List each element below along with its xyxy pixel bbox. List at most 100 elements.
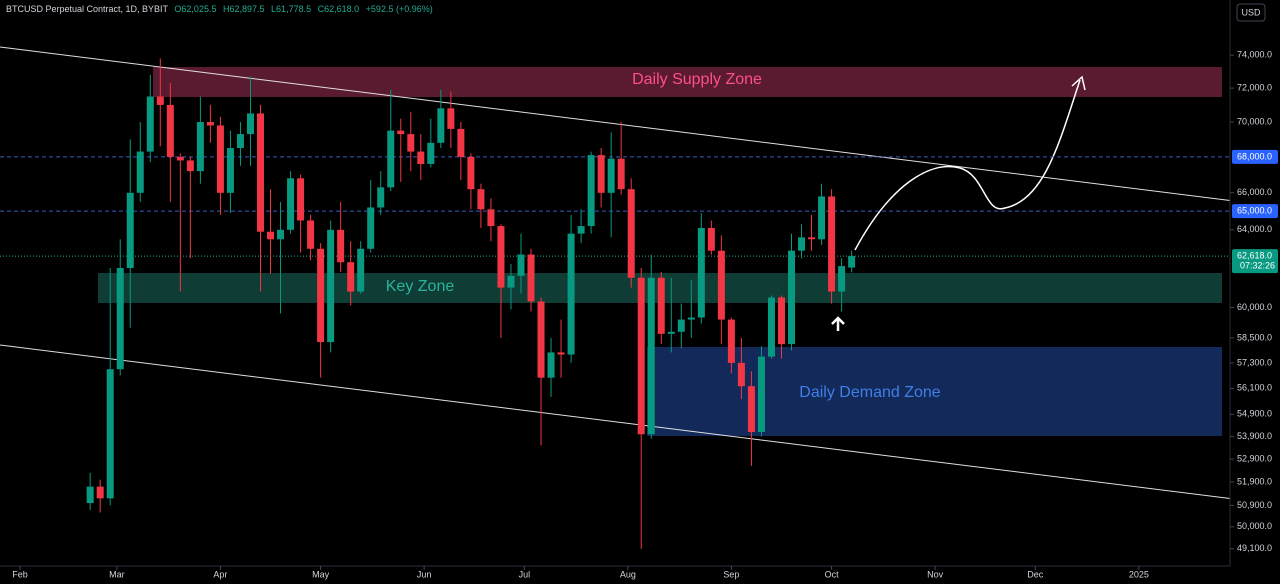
candle-body xyxy=(767,297,775,357)
candle-body xyxy=(697,227,705,318)
candle-body xyxy=(236,134,244,149)
candle-body xyxy=(397,130,405,135)
x-tick-label: Oct xyxy=(825,569,840,579)
x-tick-label: Jul xyxy=(519,569,531,579)
candle-body xyxy=(717,250,725,320)
candle-body xyxy=(737,362,745,387)
candle-body xyxy=(727,319,735,363)
y-tick-label: 57,300.0 xyxy=(1237,357,1272,367)
x-tick-label: May xyxy=(312,569,330,579)
demand-zone-label: Daily Demand Zone xyxy=(799,384,941,401)
level-label: 65,000.0 xyxy=(1237,206,1272,216)
bounce-arrow xyxy=(831,316,845,331)
candle-body xyxy=(407,134,415,152)
candle-body xyxy=(86,486,94,504)
y-tick-label: 70,000.0 xyxy=(1237,116,1272,126)
candle-body xyxy=(838,266,846,292)
candle-body xyxy=(587,155,595,227)
candle-body xyxy=(687,317,695,320)
key-zone-label: Key Zone xyxy=(386,278,455,295)
candle-body xyxy=(156,96,164,105)
candle-body xyxy=(437,108,445,143)
candle-body xyxy=(828,196,836,292)
candle-body xyxy=(146,96,154,152)
candle-body xyxy=(307,220,315,249)
candle-body xyxy=(246,113,254,135)
candle-body xyxy=(627,189,635,278)
price-label: 62,618.0 xyxy=(1237,250,1272,260)
candle-body xyxy=(206,122,214,126)
arrow-head xyxy=(1071,75,1086,91)
price-axis xyxy=(1230,0,1280,584)
candle-body xyxy=(136,151,144,193)
candle-body xyxy=(607,158,615,193)
candle-body xyxy=(367,207,375,249)
x-tick-label: Apr xyxy=(213,569,227,579)
candle-body xyxy=(256,113,264,232)
currency-label[interactable]: USD xyxy=(1241,7,1261,17)
candle-body xyxy=(106,369,114,499)
symbol: BTCUSD Perpetual Contract, 1D, BYBIT xyxy=(6,4,169,14)
candle-body xyxy=(777,297,785,345)
candle-body xyxy=(547,352,555,378)
y-tick-label: 50,000.0 xyxy=(1237,521,1272,531)
y-tick-label: 53,900.0 xyxy=(1237,431,1272,441)
candle-body xyxy=(457,128,465,157)
candle-body xyxy=(637,277,645,435)
level-label: 68,000.0 xyxy=(1237,151,1272,161)
candle-body xyxy=(347,262,355,292)
candle-body xyxy=(427,142,435,164)
channel-upper xyxy=(0,46,1235,202)
ohlc-change: +592.5 (+0.96%) xyxy=(366,4,433,14)
level-badge xyxy=(1232,204,1278,219)
candle-body xyxy=(617,158,625,190)
candle-body xyxy=(848,256,856,268)
y-tick-label: 60,000.0 xyxy=(1237,302,1272,312)
candle-body xyxy=(747,386,755,433)
y-tick-label: 54,900.0 xyxy=(1237,409,1272,419)
candle-body xyxy=(297,178,305,221)
candle-body xyxy=(647,277,655,435)
x-tick-label: Sep xyxy=(723,569,739,579)
candle-body xyxy=(497,226,505,288)
x-tick-label: Nov xyxy=(927,569,944,579)
candle-body xyxy=(277,229,285,240)
candle-body xyxy=(126,192,134,269)
candle-body xyxy=(116,268,124,370)
y-tick-label: 64,000.0 xyxy=(1237,224,1272,234)
candle-body xyxy=(527,254,535,302)
y-tick-label: 66,000.0 xyxy=(1237,187,1272,197)
channel-lower xyxy=(0,344,1235,500)
candle-body xyxy=(477,189,485,210)
countdown-label: 07:32:26 xyxy=(1240,260,1275,270)
candle-body xyxy=(226,148,234,193)
candle-body xyxy=(808,237,816,240)
candle-body xyxy=(357,248,365,292)
candle-body xyxy=(487,209,495,227)
y-tick-label: 51,900.0 xyxy=(1237,476,1272,486)
currency-button[interactable] xyxy=(1236,3,1266,22)
candle-body xyxy=(96,486,104,499)
candle-body xyxy=(707,227,715,251)
x-tick-label: Dec xyxy=(1027,569,1044,579)
candle-body xyxy=(417,151,425,164)
supply-zone-label: Daily Supply Zone xyxy=(632,71,762,88)
x-tick-label: Aug xyxy=(620,569,636,579)
candle-body xyxy=(537,301,545,378)
y-tick-label: 72,000.0 xyxy=(1237,82,1272,92)
candle-body xyxy=(597,155,605,193)
y-tick-label: 52,900.0 xyxy=(1237,453,1272,463)
candle-body xyxy=(337,229,345,263)
x-tick-label: 2025 xyxy=(1129,569,1149,579)
candle-body xyxy=(517,254,525,276)
candle-body xyxy=(798,237,806,251)
candle-body xyxy=(577,226,585,234)
y-tick-label: 74,000.0 xyxy=(1237,50,1272,60)
candle-body xyxy=(507,275,515,288)
candle-body xyxy=(317,248,325,343)
candle-body xyxy=(657,277,665,334)
candle-body xyxy=(818,196,826,240)
y-tick-label: 58,500.0 xyxy=(1237,332,1272,342)
candle-body xyxy=(166,104,174,157)
